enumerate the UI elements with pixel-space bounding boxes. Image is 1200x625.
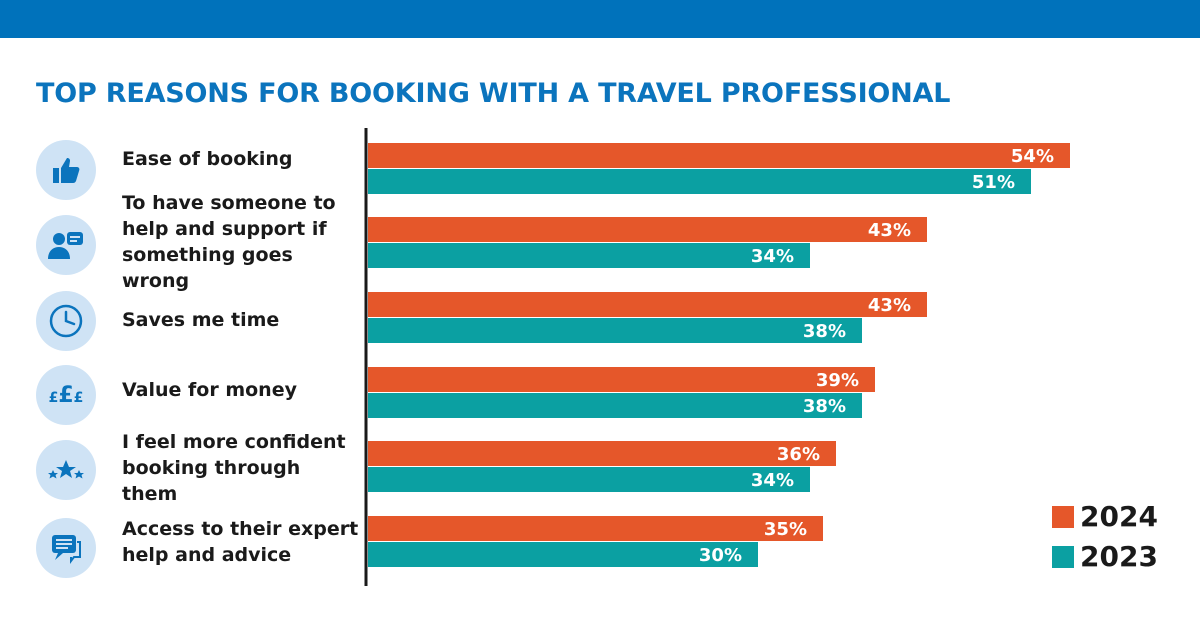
category-label: Ease of booking: [122, 148, 293, 170]
legend-swatch-2024: [1052, 505, 1074, 528]
bar-2023: [368, 243, 810, 268]
legend-item-2023: 2023: [1052, 540, 1158, 573]
category-label: To have someone to help and support if s…: [122, 192, 336, 292]
bar-2024: [368, 441, 836, 466]
bar-value-label: 43%: [868, 295, 911, 316]
bar-value-label: 30%: [699, 545, 742, 566]
chart-title: TOP REASONS FOR BOOKING WITH A TRAVEL PR…: [36, 78, 951, 109]
speech-bubble-icon: [36, 518, 96, 578]
bar-2023: [368, 393, 862, 418]
pound-coins-icon: £ £ £: [36, 365, 96, 425]
stars-icon: [36, 440, 96, 500]
bar-value-label: 43%: [868, 220, 911, 241]
bar-value-label: 36%: [777, 444, 820, 465]
bar-2024: [368, 217, 927, 242]
bar-value-label: 34%: [751, 246, 794, 267]
bar-2024: [368, 367, 875, 392]
bar-value-label: 35%: [764, 519, 807, 540]
legend-item-2024: 2024: [1052, 500, 1158, 533]
bar-value-label: 51%: [972, 172, 1015, 193]
clock-icon: [36, 291, 96, 351]
bar-2024: [368, 143, 1070, 168]
bar-2024: [368, 292, 927, 317]
category-label: Saves me time: [122, 309, 280, 331]
bar-2023: [368, 542, 758, 567]
support-person-chat-icon: [36, 215, 96, 275]
legend-label: 2024: [1080, 500, 1158, 533]
bar-2024: [368, 516, 823, 541]
legend-swatch-2023: [1052, 545, 1074, 568]
category-label: Value for money: [122, 379, 297, 401]
bar-value-label: 54%: [1011, 146, 1054, 167]
bar-value-label: 38%: [803, 396, 846, 417]
bar-2023: [368, 467, 810, 492]
bar-value-label: 34%: [751, 470, 794, 491]
bar-value-label: 38%: [803, 321, 846, 342]
bar-2023: [368, 169, 1031, 194]
category-label: I feel more confident booking through th…: [122, 431, 346, 505]
legend-label: 2023: [1080, 540, 1158, 573]
bar-value-label: 39%: [816, 370, 859, 391]
bar-2023: [368, 318, 862, 343]
thumbs-up-icon: [36, 140, 96, 200]
category-label: Access to their expert help and advice: [122, 518, 359, 566]
header-bar: [0, 0, 1200, 38]
